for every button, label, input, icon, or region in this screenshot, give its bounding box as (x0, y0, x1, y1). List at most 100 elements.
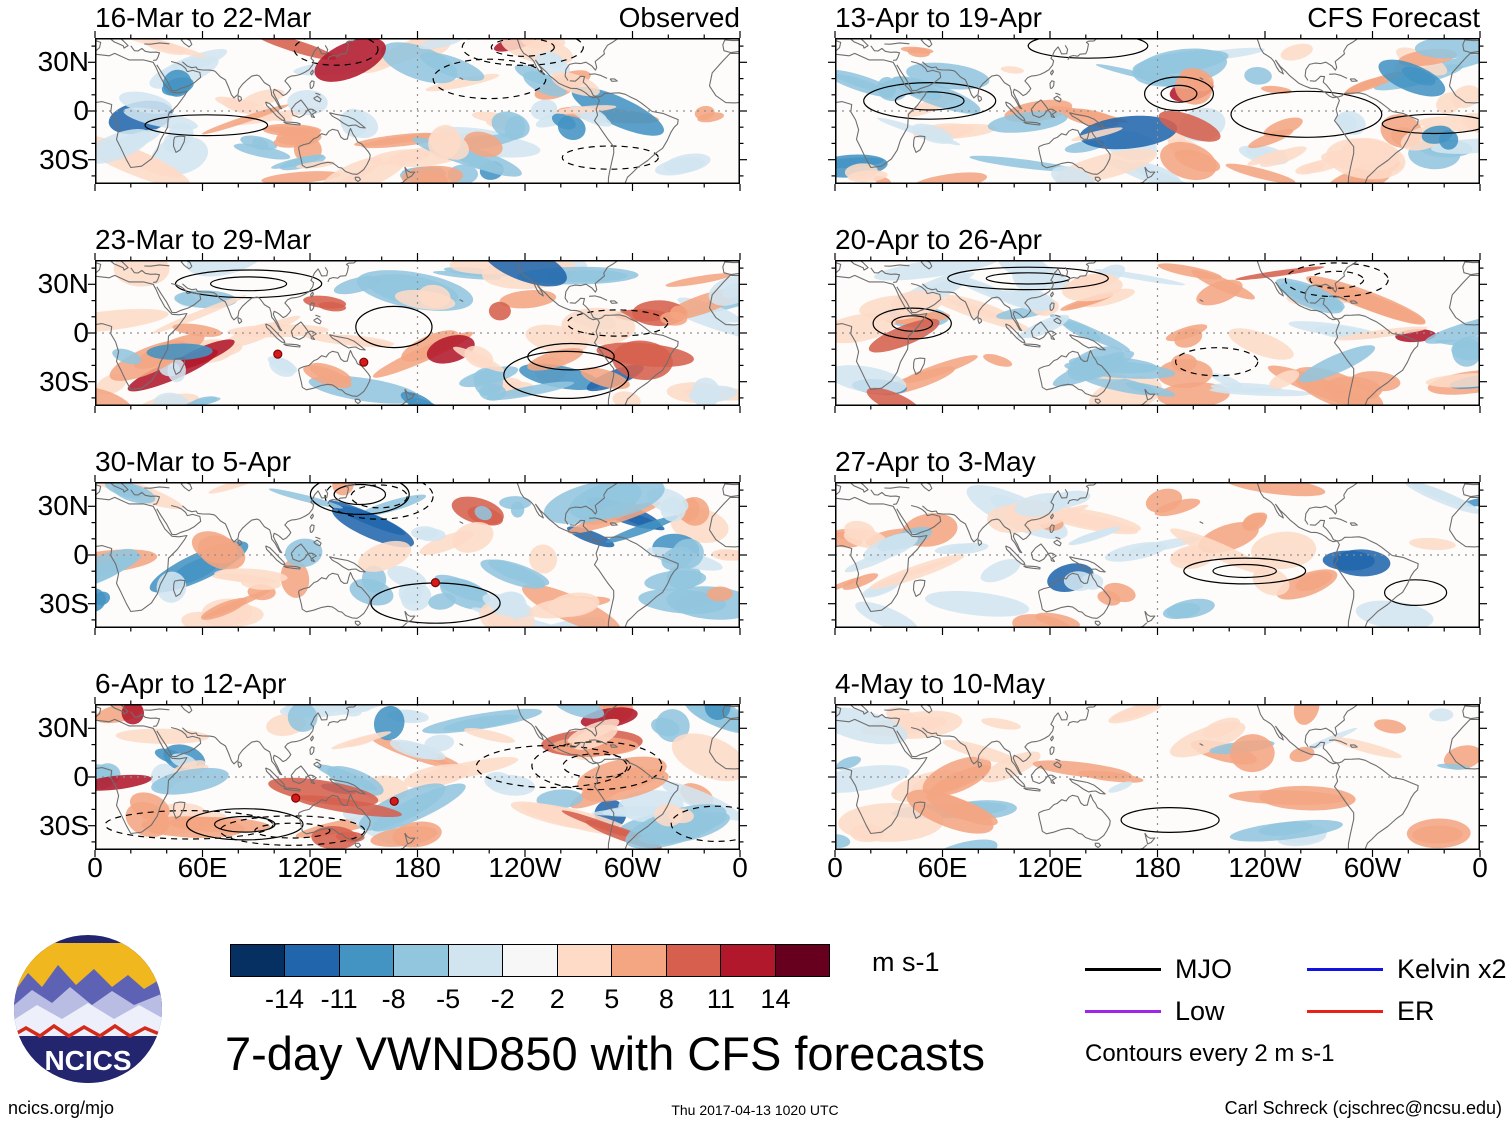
colorbar-tick-label: -5 (436, 984, 461, 1014)
anomaly-shading (835, 704, 1480, 850)
coastlines (835, 482, 1480, 628)
panel-frame (835, 260, 1480, 406)
panel-frame (95, 260, 740, 406)
panel-frame (95, 704, 740, 850)
panel-frame (95, 482, 740, 628)
panel-date-range: 16-Mar to 22-Mar (95, 2, 312, 33)
ncics-logo: NCICS (12, 933, 164, 1085)
lat-tick-label: 0 (73, 761, 89, 792)
legend-row-2: Low ER (1085, 990, 1510, 1032)
lon-tick-label: 0 (87, 852, 103, 883)
coastlines (835, 38, 1480, 184)
legend-label-low: Low (1175, 995, 1225, 1026)
figure-title: 7-day VWND850 with CFS forecasts (224, 1027, 986, 1080)
panel-frame (835, 38, 1480, 184)
map-content (835, 260, 1480, 406)
map-panel (828, 475, 1487, 635)
lat-tick-label: 0 (73, 539, 89, 570)
colorbar-cell (503, 945, 558, 976)
panel-frame (835, 482, 1480, 628)
axis-ticks (88, 253, 747, 413)
lon-tick-label: 0 (732, 852, 748, 883)
legend-label-mjo: MJO (1175, 953, 1232, 984)
storm-marker (359, 357, 369, 367)
colorbar-units-label: m s-1 (872, 947, 940, 977)
lon-tick-label: 60W (1343, 852, 1402, 883)
logo-text: NCICS (44, 1045, 131, 1076)
lon-tick-label: 0 (1472, 852, 1488, 883)
lon-tick-label: 120W (1228, 852, 1302, 883)
coastlines (95, 38, 740, 184)
colorbar-tick-label: 5 (604, 984, 620, 1014)
contour-lines (144, 38, 659, 170)
contour-legend: MJO Kelvin x2 Low ER Contours every 2 m … (1085, 948, 1510, 1068)
colorbar-cell (231, 945, 286, 976)
panel-date-range: 27-Apr to 3-May (835, 446, 1036, 477)
colorbar-tick-label: -8 (381, 984, 406, 1014)
colorbar-tick-label: 8 (658, 984, 674, 1014)
logo-red-line (14, 1023, 162, 1039)
storm-marker (389, 796, 399, 806)
colorbar-cell (285, 945, 340, 976)
column-label-forecast: CFS Forecast (1307, 2, 1480, 33)
map-panel (88, 253, 747, 413)
panel-date-range: 4-May to 10-May (835, 668, 1046, 699)
column-label-observed: Observed (618, 2, 740, 33)
colorbar-cell (339, 945, 395, 976)
panel-date-range: 13-Apr to 19-Apr (835, 2, 1042, 33)
colorbar-cell (666, 945, 722, 976)
lon-tick-label: 60E (917, 852, 968, 883)
colorbar-cells (230, 944, 830, 977)
lat-tick-label: 30N (37, 490, 89, 522)
anomaly-shading (95, 38, 725, 184)
anomaly-shading (95, 260, 740, 406)
lon-tick-label: 120E (1017, 852, 1083, 883)
panel-date-range: 20-Apr to 26-Apr (835, 224, 1042, 255)
contour-lines (1120, 806, 1220, 833)
map-panel (828, 697, 1487, 857)
lon-tick-label: 120E (277, 852, 343, 883)
coastlines (95, 704, 740, 850)
anomaly-shading (95, 704, 740, 850)
axis-ticks (828, 253, 1487, 413)
axis-ticks (828, 697, 1487, 857)
colorbar-cell (448, 945, 504, 976)
footer-timestamp: Thu 2017-04-13 1020 UTC (671, 1102, 839, 1118)
legend-label-kelvin: Kelvin x2 (1397, 953, 1507, 984)
axis-ticks (88, 697, 747, 857)
coastlines (95, 260, 740, 406)
panel-date-range: 23-Mar to 29-Mar (95, 224, 312, 255)
lat-tick-label: 0 (73, 95, 89, 126)
lat-tick-label: 0 (73, 317, 89, 348)
legend-row-1: MJO Kelvin x2 (1085, 948, 1510, 990)
contour-lines (863, 38, 1480, 138)
lon-tick-label: 120W (488, 852, 562, 883)
legend-note: Contours every 2 m s-1 (1085, 1040, 1335, 1067)
contour-lines (174, 269, 669, 400)
colorbar-cell (775, 945, 829, 976)
panel-date-range: 6-Apr to 12-Apr (95, 668, 287, 699)
panel-date-range: 30-Mar to 5-Apr (95, 446, 292, 477)
lat-tick-label: 30N (37, 268, 89, 300)
footer-credit: Carl Schreck (cjschrec@ncsu.edu) (1224, 1098, 1502, 1118)
axis-ticks (828, 31, 1487, 191)
lon-tick-label: 180 (394, 852, 441, 883)
axis-ticks (828, 475, 1487, 635)
map-content (835, 704, 1480, 850)
colorbar-cell (394, 945, 449, 976)
anomaly-shading (835, 38, 1480, 184)
colorbar-tick-label: 14 (760, 984, 791, 1014)
coastlines (835, 704, 1480, 850)
colorbar-cell (612, 945, 667, 976)
colorbar-tick-label: -14 (265, 984, 305, 1014)
map-content (95, 38, 740, 184)
colorbar-tick-label: 2 (549, 984, 565, 1014)
colorbar-tick-label: 11 (706, 984, 735, 1014)
map-panel (88, 697, 747, 857)
contour-lines (1183, 557, 1448, 606)
map-panel (828, 31, 1487, 191)
legend-line-low (1085, 1009, 1161, 1013)
lat-tick-label: 30S (39, 809, 89, 841)
footer-url: ncics.org/mjo (8, 1098, 115, 1118)
lat-tick-label: 30N (37, 46, 89, 78)
